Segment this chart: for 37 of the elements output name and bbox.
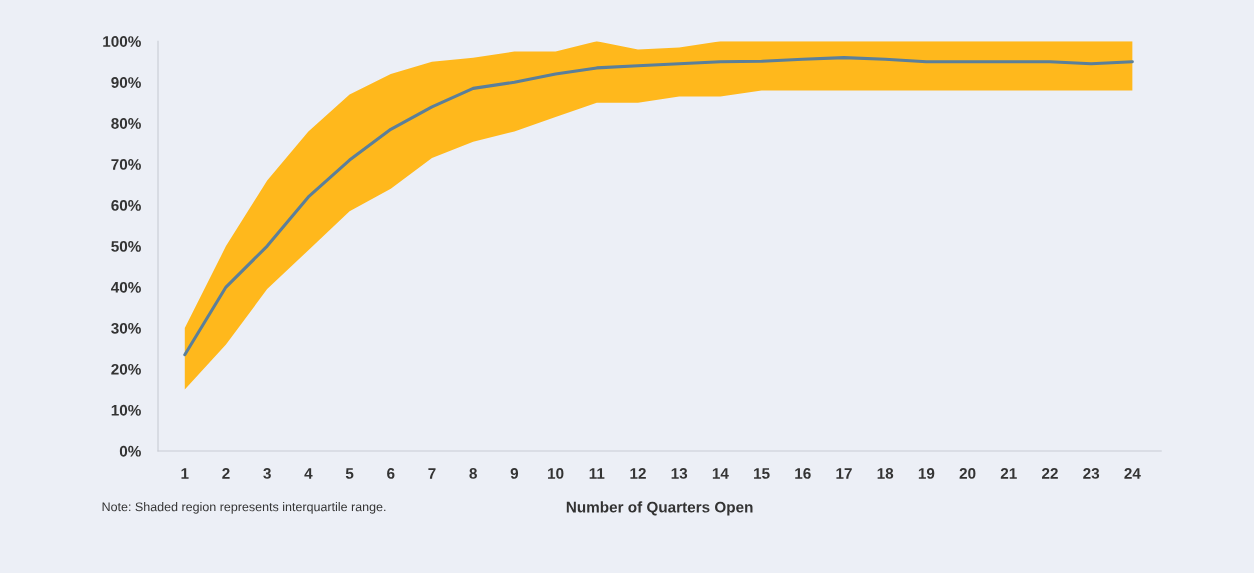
y-tick-label: 80% [111, 118, 141, 129]
x-tick-label: 12 [630, 468, 646, 479]
x-tick-label: 19 [918, 468, 935, 479]
y-tick-label: 40% [110, 281, 141, 293]
x-tick-label: 14 [712, 468, 729, 479]
x-tick-label: 16 [795, 468, 811, 479]
x-tick-label: 8 [469, 468, 477, 479]
y-tick-label: 100% [103, 36, 141, 47]
x-tick-label: 7 [428, 468, 436, 479]
x-tick-label: 18 [877, 468, 894, 479]
y-tick-label: 90% [111, 77, 141, 88]
x-tick-label: 17 [836, 468, 852, 479]
y-tick-label: 50% [111, 240, 141, 252]
x-tick-label: 10 [548, 468, 564, 479]
x-tick-label: 5 [345, 468, 354, 479]
x-tick-label: 4 [304, 468, 313, 479]
x-axis-title: Number of Quarters Open [566, 501, 753, 516]
y-tick-label: 20% [111, 363, 141, 375]
x-tick-label: 21 [1000, 468, 1017, 479]
x-tick-label: 9 [510, 468, 519, 479]
y-tick-label: 30% [111, 322, 141, 334]
text: Note: Shaded region represents interquartile range. [102, 502, 386, 514]
y-tick-label: 10% [111, 404, 141, 416]
x-tick-label: 20 [959, 468, 976, 479]
x-tick-label: 1 [181, 468, 189, 479]
x-tick-label: 22 [1042, 468, 1058, 479]
x-tick-label: 6 [387, 468, 395, 479]
y-tick-label: 0% [119, 445, 141, 457]
x-tick-label: 13 [671, 468, 688, 479]
x-tick-label: 2 [222, 468, 230, 479]
x-tick-label: 23 [1083, 468, 1100, 479]
x-tick-label: 24 [1124, 468, 1141, 479]
y-tick-label: 70% [111, 159, 141, 170]
x-tick-label: 3 [263, 468, 271, 479]
y-tick-label: 60% [111, 200, 141, 211]
x-tick-label: 15 [754, 468, 770, 479]
x-tick-label: 11 [589, 468, 605, 479]
